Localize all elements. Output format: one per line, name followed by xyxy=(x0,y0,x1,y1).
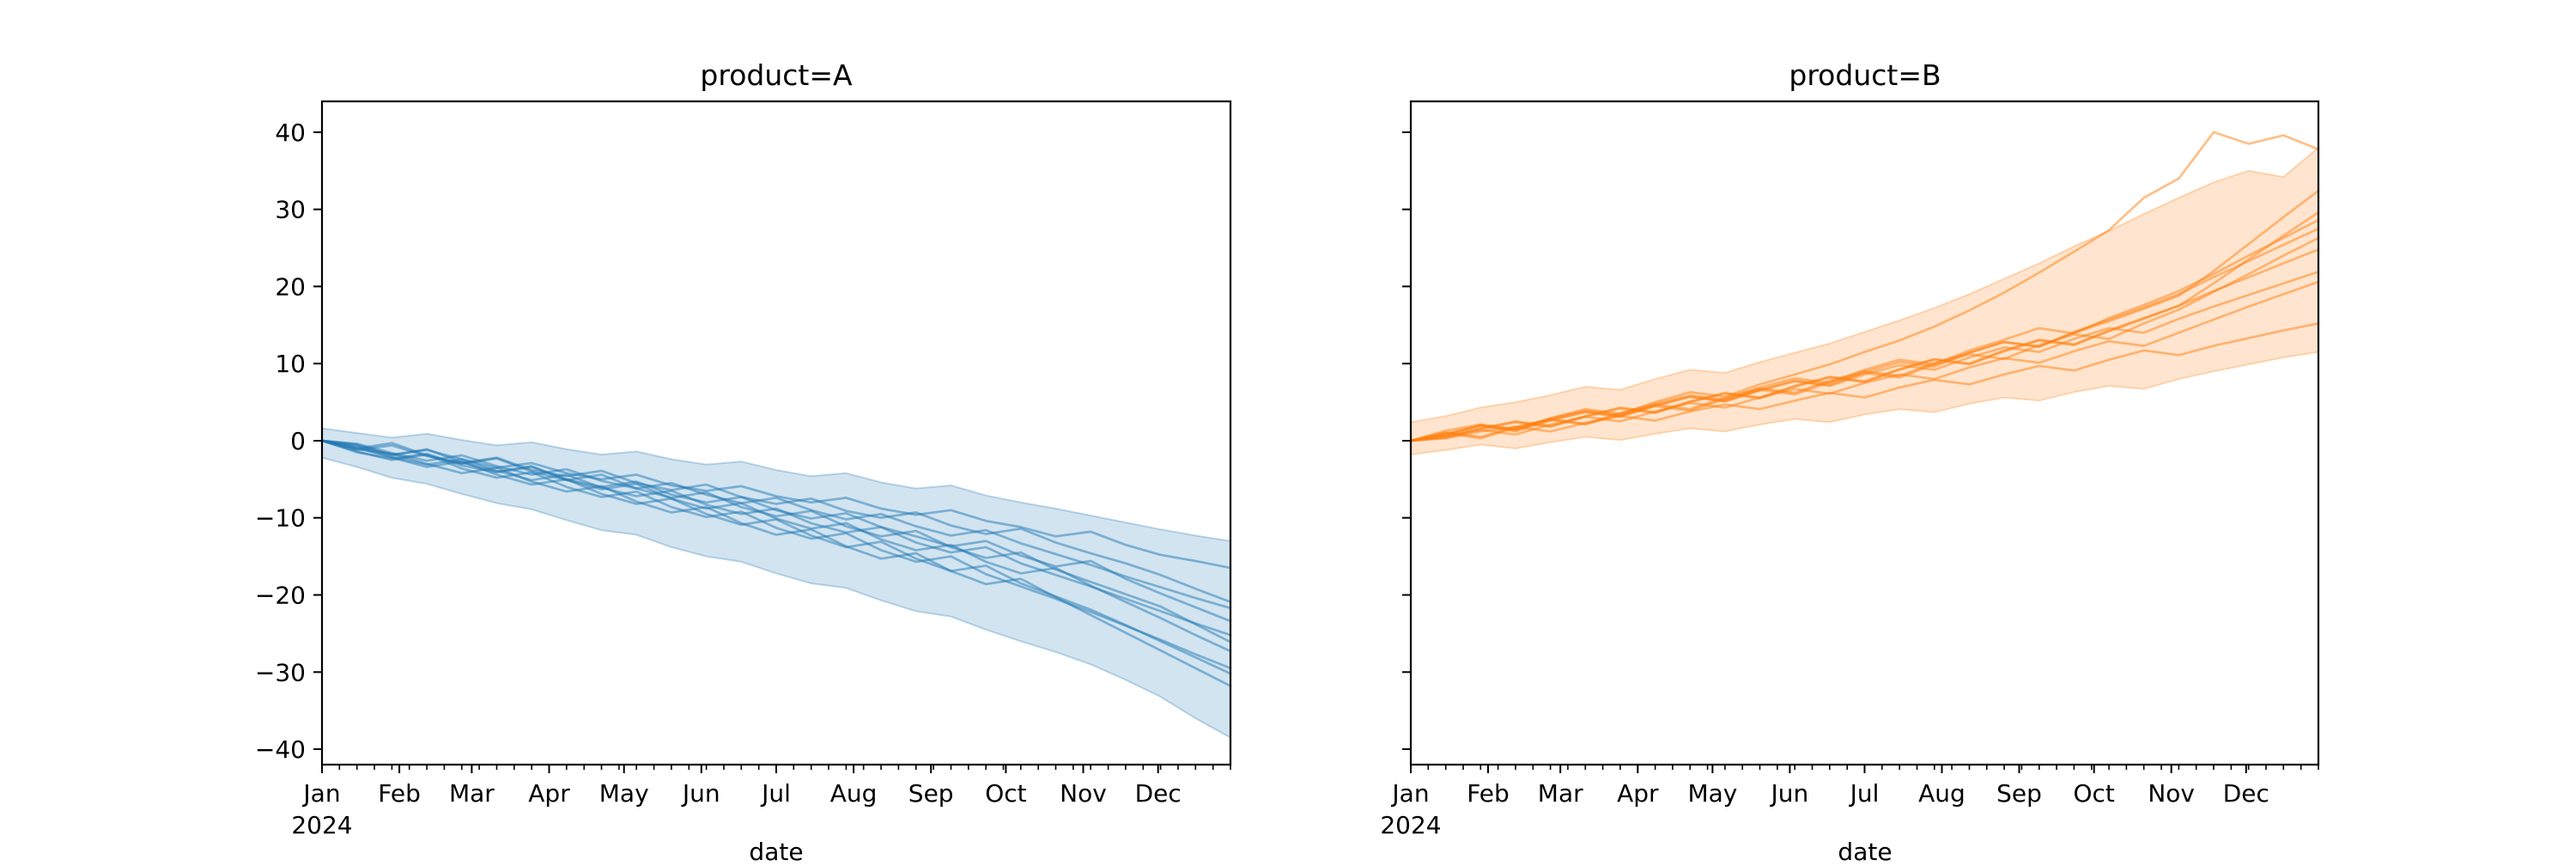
x-tick-label: Aug xyxy=(830,779,878,808)
y-tick-label: 40 xyxy=(275,119,306,147)
panel-b-series-4 xyxy=(1409,218,2320,442)
y-tick-label: 10 xyxy=(275,350,306,378)
panel-b-series-10 xyxy=(1409,322,2320,442)
y-tick-label: 20 xyxy=(275,272,306,301)
panel-b-xlabel: date xyxy=(1838,838,1893,866)
y-tick-label: 30 xyxy=(275,196,306,224)
x-tick-label: Jul xyxy=(760,779,791,808)
panel-a-series-9 xyxy=(320,439,1232,675)
y-tick-label: −10 xyxy=(255,504,306,533)
x-tick-label: Jun xyxy=(1770,779,1809,808)
y-tick-label: 0 xyxy=(290,427,306,455)
panel-a-xlabel: date xyxy=(749,838,804,866)
x-tick-label: Apr xyxy=(528,779,570,808)
x-tick-label: Apr xyxy=(1617,779,1659,808)
x-tick-label: Aug xyxy=(1918,779,1965,808)
panel-b-band xyxy=(1410,145,2319,456)
x-tick-label: Feb xyxy=(378,779,421,808)
panel-a-series-3 xyxy=(320,439,1232,610)
panel-b-series-8 xyxy=(1409,271,2320,442)
y-tick-label: −20 xyxy=(255,582,306,610)
x-tick-label: Feb xyxy=(1467,779,1510,808)
panel-a-series-6 xyxy=(320,439,1232,643)
x-tick-label: Sep xyxy=(1996,779,2042,808)
x-tick-label: May xyxy=(599,779,649,808)
x-tick-label: May xyxy=(1687,779,1737,808)
panel-b-title: product=B xyxy=(1789,58,1941,92)
x-tick-label: Dec xyxy=(2223,779,2269,808)
x-year-label: 2024 xyxy=(1380,811,1441,839)
x-tick-label: Oct xyxy=(985,779,1026,808)
panel-a-series-4 xyxy=(320,439,1232,623)
x-tick-label: Dec xyxy=(1135,779,1182,808)
panel-b-series-9 xyxy=(1409,280,2320,442)
x-tick-label: Oct xyxy=(2073,779,2114,808)
y-tick-label: −40 xyxy=(255,735,306,764)
y-tick-label: −30 xyxy=(255,658,306,686)
x-tick-label: Nov xyxy=(2148,779,2195,808)
panel-a-title: product=A xyxy=(700,58,853,92)
x-tick-label: Jun xyxy=(681,779,720,808)
x-tick-label: Jul xyxy=(1849,779,1880,808)
x-tick-label: Mar xyxy=(449,779,495,808)
axes-spine xyxy=(320,100,1232,766)
x-tick-label: Jan xyxy=(301,779,340,808)
x-tick-label: Mar xyxy=(1538,779,1583,808)
x-tick-label: Sep xyxy=(908,779,954,808)
x-year-label: 2024 xyxy=(291,811,352,839)
panel-a-series-10 xyxy=(320,439,1232,687)
x-tick-label: Jan xyxy=(1390,779,1429,808)
x-tick-label: Nov xyxy=(1060,779,1107,808)
axes-spine xyxy=(1409,100,2320,766)
